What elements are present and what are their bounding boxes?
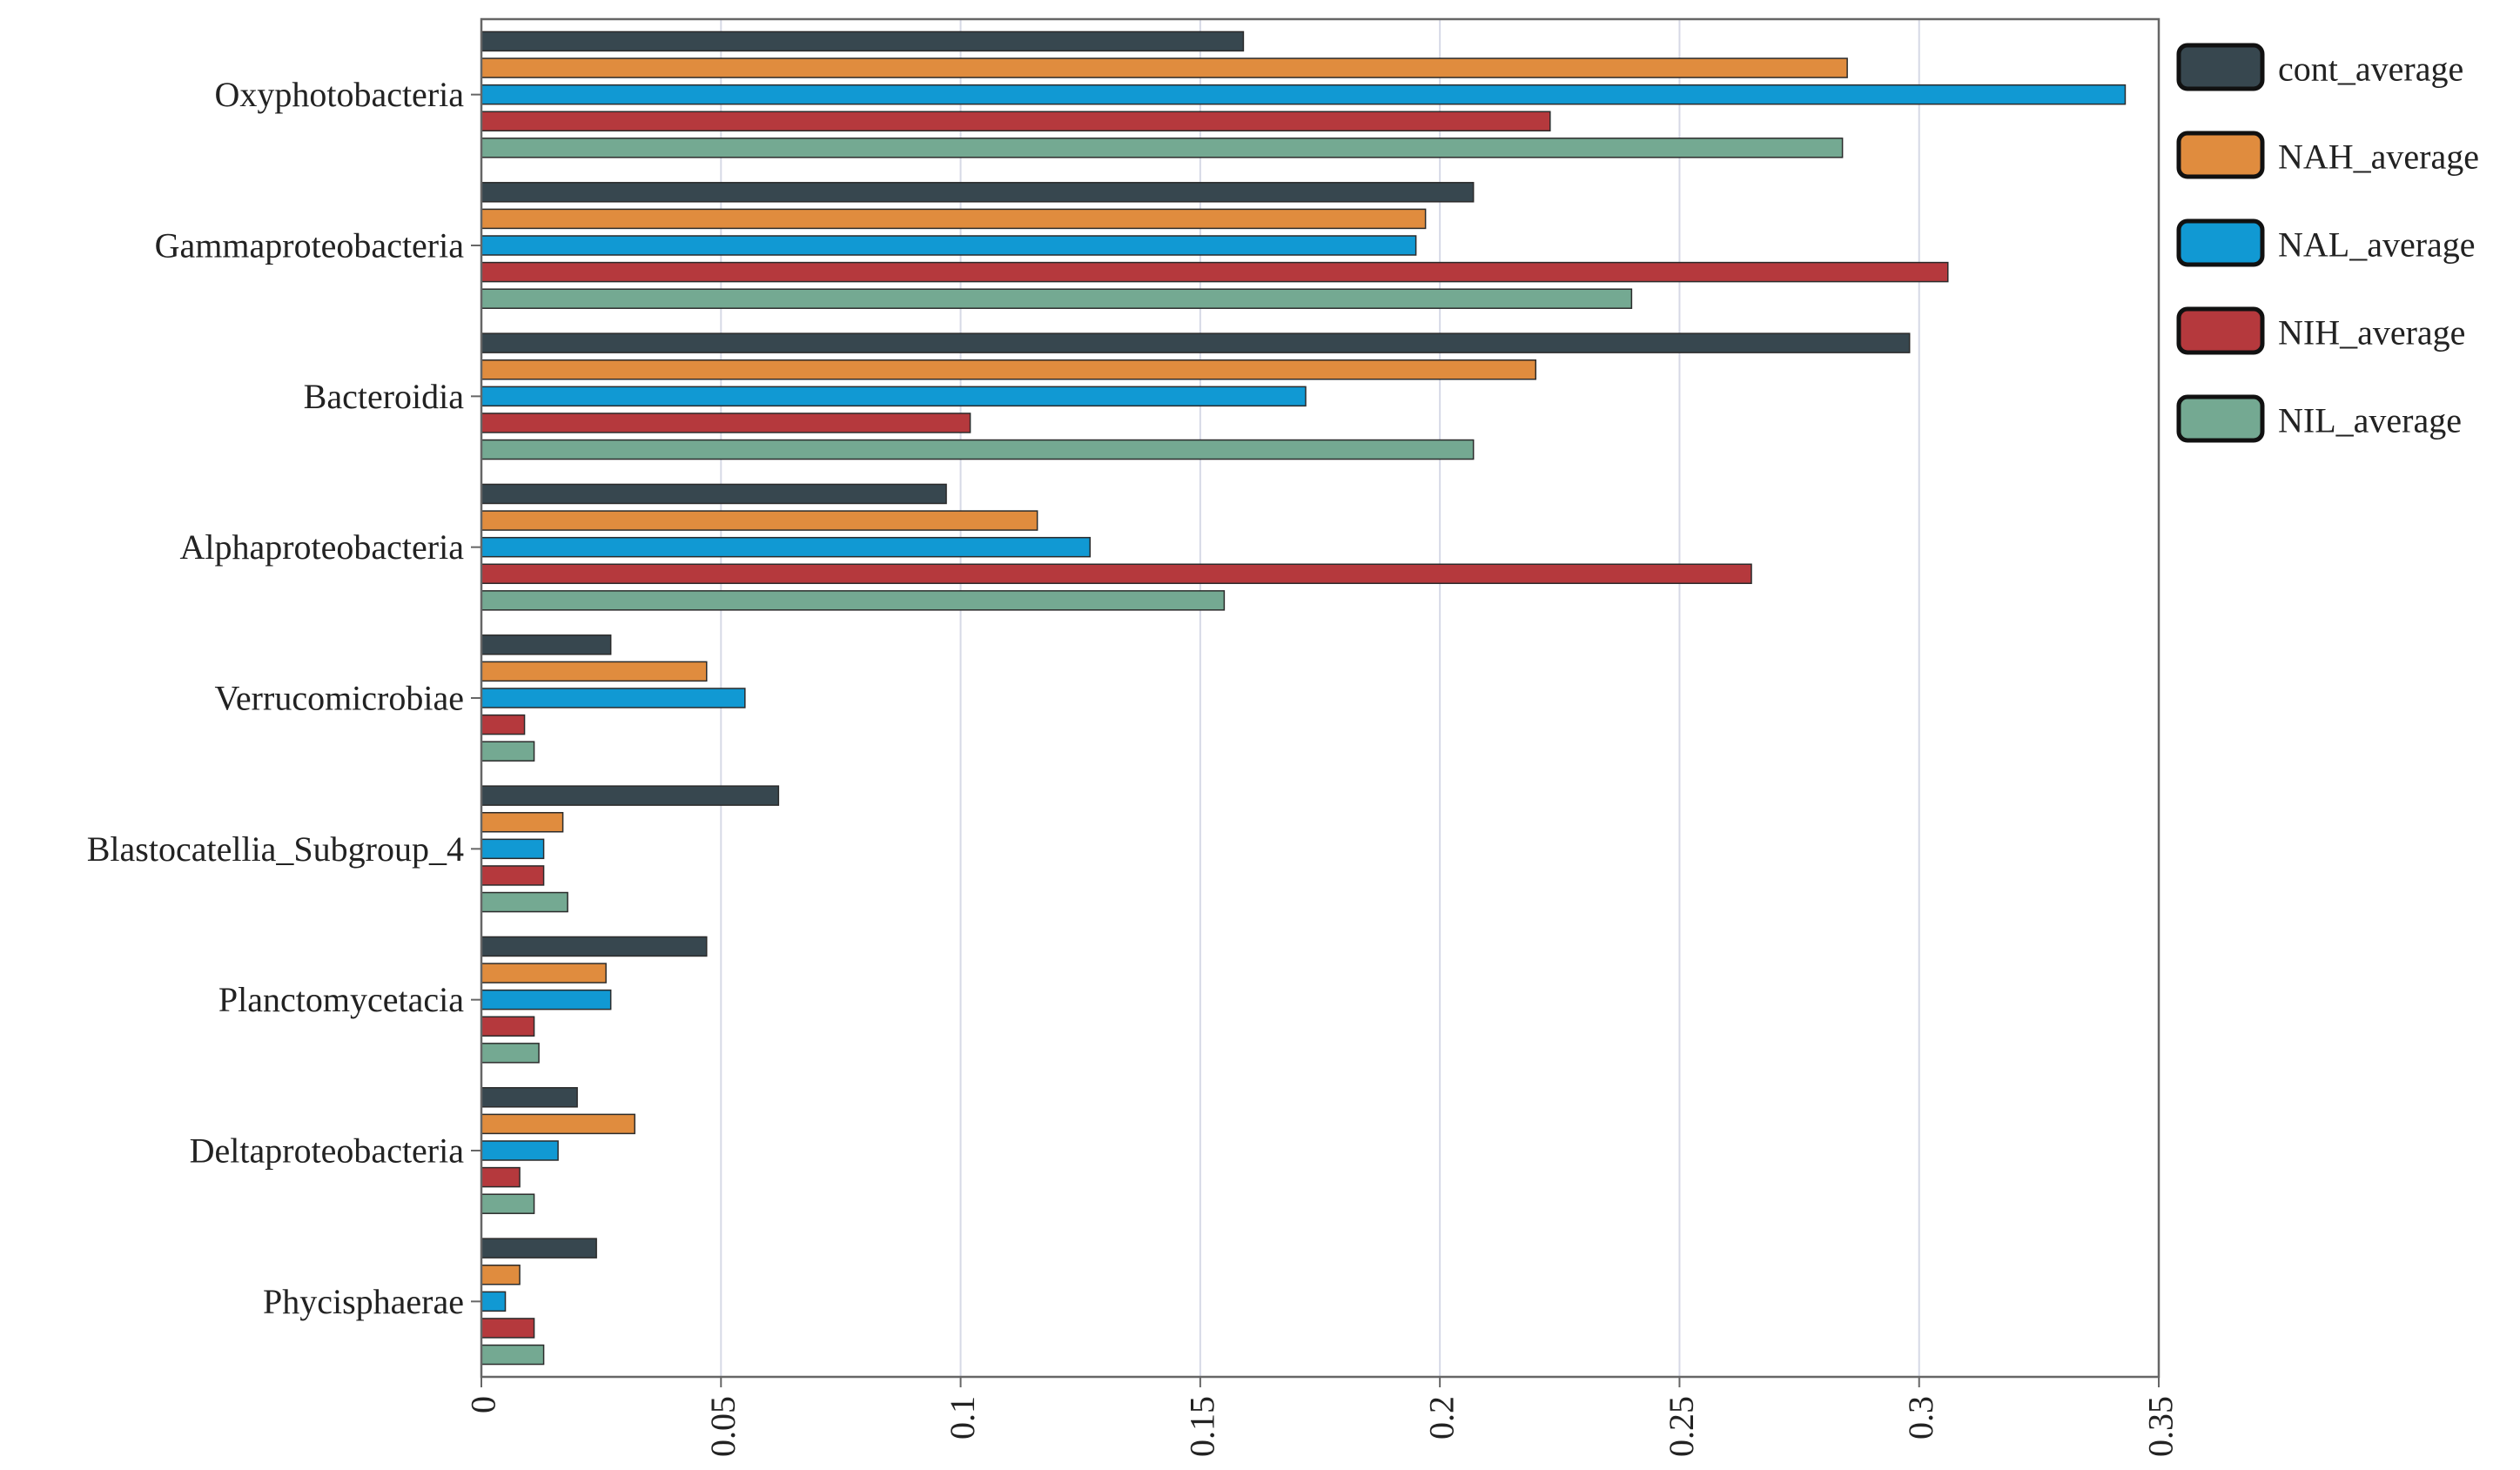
x-tick-label-0-2: 0.2 (1422, 1396, 1462, 1440)
category-label-phycisphaerae: Phycisphaerae (263, 1282, 464, 1321)
legend: cont_average NAH_average NAL_average NIH_av… (2176, 43, 2479, 443)
bar-verrucomicrobiae-nah-average (480, 661, 708, 682)
x-tick-label-0-25: 0.25 (1662, 1396, 1701, 1457)
bar-oxyphotobacteria-nah-average (480, 57, 1848, 78)
bar-alphaproteobacteria-nah-average (480, 510, 1038, 531)
bar-bacteroidia-nal-average (480, 386, 1307, 407)
bar-gammaproteobacteria-nil-average (480, 288, 1633, 309)
bar-gammaproteobacteria-nih-average (480, 261, 1949, 283)
category-label-gammaproteobacteria: Gammaproteobacteria (155, 226, 465, 265)
legend-swatch-nih-average (2176, 306, 2265, 355)
legend-swatch-nil-average (2176, 394, 2265, 443)
category-label-deltaproteobacteria: Deltaproteobacteria (190, 1131, 465, 1171)
bar-gammaproteobacteria-nah-average (480, 208, 1427, 230)
bar-oxyphotobacteria-cont-average (480, 30, 1245, 52)
category-label-verrucomicrobiae: Verrucomicrobiae (214, 679, 464, 718)
bar-blastocatellia-subgroup-4-nah-average (480, 811, 564, 833)
bar-bacteroidia-nil-average (480, 439, 1475, 460)
category-label-planctomycetacia: Planctomycetacia (218, 980, 464, 1019)
legend-label-nah-average: NAH_average (2278, 138, 2479, 177)
bar-deltaproteobacteria-nil-average (480, 1193, 535, 1214)
bar-alphaproteobacteria-cont-average (480, 483, 947, 505)
bar-planctomycetacia-nih-average (480, 1016, 535, 1037)
category-label-bacteroidia: Bacteroidia (304, 377, 465, 416)
bar-phycisphaerae-nal-average (480, 1291, 507, 1312)
bar-planctomycetacia-nal-average (480, 989, 612, 1010)
bars (480, 30, 2127, 1366)
bar-bacteroidia-cont-average (480, 332, 1911, 353)
x-tick-label-0-35: 0.35 (2141, 1396, 2181, 1457)
legend-label-nil-average: NIL_average (2278, 401, 2462, 440)
bar-verrucomicrobiae-nih-average (480, 714, 526, 735)
bar-blastocatellia-subgroup-4-nih-average (480, 865, 545, 886)
bar-verrucomicrobiae-nil-average (480, 741, 535, 762)
x-tick-label-0-15: 0.15 (1182, 1396, 1221, 1457)
legend-swatch-nah-average (2176, 131, 2265, 179)
x-tick-label-0-3: 0.3 (1901, 1396, 1940, 1440)
x-tick-label-0: 0 (464, 1396, 503, 1413)
category-label-alphaproteobacteria: Alphaproteobacteria (179, 527, 464, 567)
bar-bacteroidia-nah-average (480, 359, 1537, 380)
bar-oxyphotobacteria-nil-average (480, 138, 1844, 158)
bar-deltaproteobacteria-nah-average (480, 1113, 635, 1135)
bar-blastocatellia-subgroup-4-cont-average (480, 785, 780, 806)
bar-blastocatellia-subgroup-4-nal-average (480, 838, 545, 860)
bar-oxyphotobacteria-nal-average (480, 84, 2127, 105)
bar-verrucomicrobiae-cont-average (480, 634, 612, 655)
bar-bacteroidia-nih-average (480, 413, 971, 433)
bar-gammaproteobacteria-nal-average (480, 235, 1417, 256)
bar-deltaproteobacteria-nih-average (480, 1166, 521, 1188)
legend-swatch-cont-average (2176, 43, 2265, 91)
bar-phycisphaerae-cont-average (480, 1238, 597, 1259)
category-label-oxyphotobacteria: Oxyphotobacteria (214, 75, 464, 114)
legend-label-cont-average: cont_average (2278, 50, 2463, 89)
category-labels: Oxyphotobacteria Gammaproteobacteria Bacte… (87, 75, 481, 1321)
x-tick-label-0-1: 0.1 (943, 1396, 982, 1440)
x-tick-label-0-05: 0.05 (703, 1396, 743, 1457)
bar-verrucomicrobiae-nal-average (480, 688, 746, 708)
bar-planctomycetacia-cont-average (480, 936, 708, 957)
bar-gammaproteobacteria-cont-average (480, 182, 1475, 203)
legend-label-nal-average: NAL_average (2278, 225, 2476, 265)
bar-oxyphotobacteria-nih-average (480, 111, 1551, 132)
bar-planctomycetacia-nah-average (480, 963, 607, 983)
bar-phycisphaerae-nil-average (480, 1344, 545, 1366)
x-axis-ticks: 0 0.05 0.1 0.15 0.2 0.25 0.3 0.35 (464, 1377, 2181, 1457)
bar-planctomycetacia-nil-average (480, 1043, 540, 1064)
bar-deltaproteobacteria-nal-average (480, 1140, 559, 1161)
bar-phycisphaerae-nah-average (480, 1264, 521, 1285)
category-label-blastocatellia-subgroup-4: Blastocatellia_Subgroup_4 (87, 829, 464, 869)
bar-deltaproteobacteria-cont-average (480, 1087, 578, 1108)
legend-label-nih-average: NIH_average (2278, 313, 2465, 352)
bar-alphaproteobacteria-nil-average (480, 590, 1226, 611)
bar-blastocatellia-subgroup-4-nil-average (480, 891, 568, 913)
bar-alphaproteobacteria-nal-average (480, 536, 1091, 558)
legend-swatch-nal-average (2176, 218, 2265, 267)
bar-alphaproteobacteria-nih-average (480, 563, 1752, 585)
bar-phycisphaerae-nih-average (480, 1318, 535, 1339)
